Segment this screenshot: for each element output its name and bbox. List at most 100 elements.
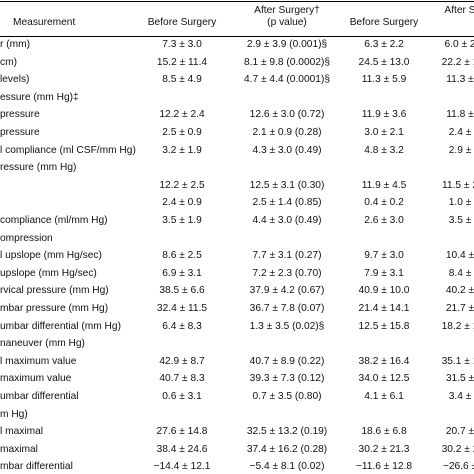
after-surgery-1-value: 36.7 ± 7.8 (0.07) xyxy=(249,303,325,314)
after-surgery-1-value: 2.1 ± 0.9 (0.28) xyxy=(252,127,322,138)
after-surgery-1-value: 0.7 ± 3.5 (0.80) xyxy=(252,391,322,402)
before-surgery-1-value: 8.5 ± 4.9 xyxy=(162,74,202,86)
row-label: m Hg) xyxy=(0,408,28,420)
row-label: l maximal xyxy=(0,426,44,438)
before-surgery-2-value: 38.2 ± 16.4 xyxy=(358,355,410,367)
after-surgery-1-value: 39.3 ± 7.3 (0.12) xyxy=(249,373,325,385)
after-surgery-1-value: 7.7 ± 3.1 (0.27) xyxy=(252,250,322,262)
after-surgery-2-value: 8.4 ± xyxy=(448,267,472,279)
header-after-surgery-1: After Surgery† xyxy=(254,5,320,16)
row-label: mbar differential xyxy=(0,461,73,473)
before-surgery-1-value: 38.4 ± 24.6 xyxy=(156,443,208,455)
after-surgery-1-value: 32.5 ± 13.2 (0.19) xyxy=(246,426,328,438)
after-surgery-2-value: 2.9 ± xyxy=(448,144,472,156)
row-label: rvical pressure (mm Hg) xyxy=(0,285,109,297)
row-label: maximal xyxy=(0,443,38,455)
before-surgery-2-value: −11.6 ± 12.8 xyxy=(355,461,413,473)
before-surgery-2-value: 6.3 ± 2.2 xyxy=(364,39,404,50)
after-surgery-2-value: 2.4 ± xyxy=(448,127,472,138)
before-surgery-2-value: 2.6 ± 3.0 xyxy=(364,215,404,226)
after-surgery-2-value: 18.2 ± 1 xyxy=(441,320,474,332)
before-surgery-2-value: 11.9 ± 3.6 xyxy=(361,109,407,121)
before-surgery-1-value: 27.6 ± 14.8 xyxy=(156,426,208,438)
before-surgery-1-value: 32.4 ± 11.5 xyxy=(156,303,208,314)
row-label: umbar differential (mm Hg) xyxy=(0,320,121,332)
after-surgery-1-value: 2.5 ± 1.4 (0.85) xyxy=(252,197,322,209)
before-surgery-2-value: 34.0 ± 12.5 xyxy=(358,373,410,385)
before-surgery-1-value: 6.4 ± 8.3 xyxy=(162,320,202,332)
after-surgery-2-value: 11.3 ± xyxy=(446,74,474,86)
after-surgery-1-value: 8.1 ± 9.8 (0.0002)§ xyxy=(243,56,331,68)
before-surgery-2-value: 40.9 ± 10.0 xyxy=(358,285,410,297)
row-label: r (mm) xyxy=(0,39,30,50)
before-surgery-1-value: 7.3 ± 3.0 xyxy=(162,39,202,50)
after-surgery-1-value: 12.5 ± 3.1 (0.30) xyxy=(249,179,325,191)
row-label: maximum value xyxy=(0,373,72,385)
top-rule xyxy=(0,1,474,2)
after-surgery-1-value: 4.4 ± 3.0 (0.49) xyxy=(252,215,322,226)
after-surgery-2-value: 31.5 ± xyxy=(445,373,474,385)
row-label: cm) xyxy=(0,56,17,68)
row-label: levels) xyxy=(0,74,30,86)
row-label: l compliance (ml CSF/mm Hg) xyxy=(0,144,136,156)
before-surgery-1-value: 6.9 ± 3.1 xyxy=(162,267,202,279)
after-surgery-2-value: 40.2 ± xyxy=(445,285,474,297)
row-label: l maximum value xyxy=(0,355,77,367)
after-surgery-1-value: 40.7 ± 8.9 (0.22) xyxy=(249,355,325,367)
after-surgery-2-value: −26.6 ± xyxy=(442,461,474,473)
row-label: upslope (mm Hg/sec) xyxy=(0,267,97,279)
after-surgery-2-value: 3.4 ± xyxy=(448,391,472,402)
after-surgery-1-value: 7.2 ± 2.3 (0.70) xyxy=(252,267,322,279)
before-surgery-1-value: 2.4 ± 0.9 xyxy=(162,197,202,209)
after-surgery-1-value: 2.9 ± 3.9 (0.001)§ xyxy=(246,39,328,50)
before-surgery-2-value: 0.4 ± 0.2 xyxy=(364,197,404,209)
after-surgery-2-value: 3.5 ± xyxy=(448,215,472,226)
row-label: essure (mm Hg)‡ xyxy=(0,91,79,103)
after-surgery-2-value: 21.7 ± xyxy=(445,303,474,314)
header-rule xyxy=(0,36,474,37)
header-p-value-1: (p value) xyxy=(267,17,307,28)
after-surgery-1-value: 12.6 ± 3.0 (0.72) xyxy=(249,109,325,121)
before-surgery-2-value: 24.5 ± 13.0 xyxy=(358,56,410,68)
row-label: umbar differential xyxy=(0,391,79,402)
after-surgery-2-value: 30.2 ± 2 xyxy=(441,443,474,455)
header-before-surgery-1: Before Surgery xyxy=(147,17,217,28)
before-surgery-1-value: −14.4 ± 12.1 xyxy=(153,461,211,473)
before-surgery-2-value: 21.4 ± 14.1 xyxy=(358,303,410,314)
header-measurement: Measurement xyxy=(13,17,76,28)
after-surgery-1-value: 1.3 ± 3.5 (0.02)§ xyxy=(249,320,325,332)
row-label: compliance (ml/mm Hg) xyxy=(0,215,108,226)
row-label: ompression xyxy=(0,232,53,244)
before-surgery-2-value: 4.1 ± 6.1 xyxy=(364,391,404,402)
before-surgery-2-value: 18.6 ± 6.8 xyxy=(361,426,407,438)
row-label: pressure xyxy=(0,109,40,121)
after-surgery-2-value: 1.0 ± xyxy=(448,197,472,209)
after-surgery-2-value: 11.8 ± xyxy=(446,109,474,121)
before-surgery-1-value: 40.7 ± 8.3 xyxy=(159,373,205,385)
before-surgery-2-value: 4.8 ± 3.2 xyxy=(364,144,404,156)
after-surgery-1-value: 37.9 ± 4.2 (0.67) xyxy=(249,285,325,297)
after-surgery-1-value: −5.4 ± 8.1 (0.02) xyxy=(249,461,325,473)
before-surgery-1-value: 38.5 ± 6.6 xyxy=(159,285,205,297)
before-surgery-1-value: 15.2 ± 11.4 xyxy=(156,56,208,68)
after-surgery-1-value: 4.3 ± 3.0 (0.49) xyxy=(252,144,322,156)
after-surgery-2-value: 20.7 ± xyxy=(445,426,474,438)
row-label: mbar pressure (mm Hg) xyxy=(0,303,109,314)
after-surgery-1-value: 4.7 ± 4.4 (0.0001)§ xyxy=(243,74,331,86)
before-surgery-2-value: 30.2 ± 21.3 xyxy=(358,443,410,455)
before-surgery-1-value: 12.2 ± 2.4 xyxy=(159,109,205,121)
before-surgery-1-value: 0.6 ± 3.1 xyxy=(162,391,202,402)
row-label: ressure (mm Hg) xyxy=(0,162,77,174)
before-surgery-2-value: 7.9 ± 3.1 xyxy=(364,267,404,279)
before-surgery-1-value: 2.5 ± 0.9 xyxy=(162,127,202,138)
before-surgery-1-value: 3.2 ± 1.9 xyxy=(162,144,202,156)
header-before-surgery-2: Before Surgery xyxy=(349,17,419,28)
before-surgery-2-value: 3.0 ± 2.1 xyxy=(364,127,404,138)
row-label: l upslope (mm Hg/sec) xyxy=(0,250,102,262)
before-surgery-2-value: 9.7 ± 3.0 xyxy=(364,250,404,262)
before-surgery-1-value: 12.2 ± 2.5 xyxy=(159,179,205,191)
before-surgery-1-value: 42.9 ± 8.7 xyxy=(159,355,205,367)
before-surgery-1-value: 3.5 ± 1.9 xyxy=(162,215,202,226)
before-surgery-2-value: 12.5 ± 15.8 xyxy=(358,320,410,332)
